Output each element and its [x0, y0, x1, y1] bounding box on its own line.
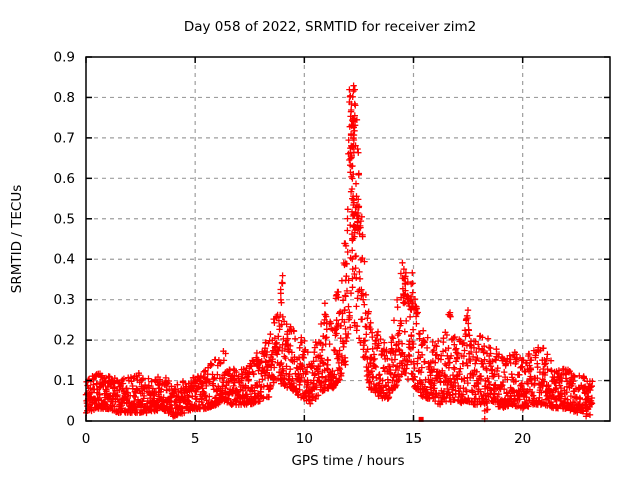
x-axis-label: GPS time / hours [291, 453, 404, 469]
x-tick-label: 0 [82, 431, 91, 447]
y-tick-label: 0.7 [54, 130, 75, 146]
y-tick-label: 0.3 [54, 292, 75, 308]
x-tick-label: 5 [191, 431, 200, 447]
plot-border [85, 56, 611, 422]
axis-ticks [85, 56, 610, 422]
y-tick-label: 0.5 [54, 211, 75, 227]
y-axis-label: SRMTID / TECUs [9, 185, 25, 293]
y-tick-label: 0.6 [54, 171, 75, 187]
tick-labels: 0 5 10 15 20 0 0.1 0.2 0.3 0.4 0.5 0.6 0.7 0.8 0.9 [54, 50, 532, 448]
chart-title: Day 058 of 2022, SRMTID for receiver zim… [184, 19, 476, 35]
x-tick-label: 15 [405, 431, 422, 447]
y-tick-label: 0.4 [54, 252, 75, 268]
y-tick-label: 0.9 [54, 50, 75, 66]
outlier-square-marker [418, 416, 424, 422]
y-tick-label: 0.2 [54, 333, 75, 349]
y-tick-label: 0 [66, 414, 75, 430]
x-tick-label: 20 [514, 431, 531, 447]
x-tick-label: 10 [296, 431, 313, 447]
y-tick-label: 0.8 [54, 90, 75, 106]
y-tick-label: 0.1 [54, 373, 75, 389]
